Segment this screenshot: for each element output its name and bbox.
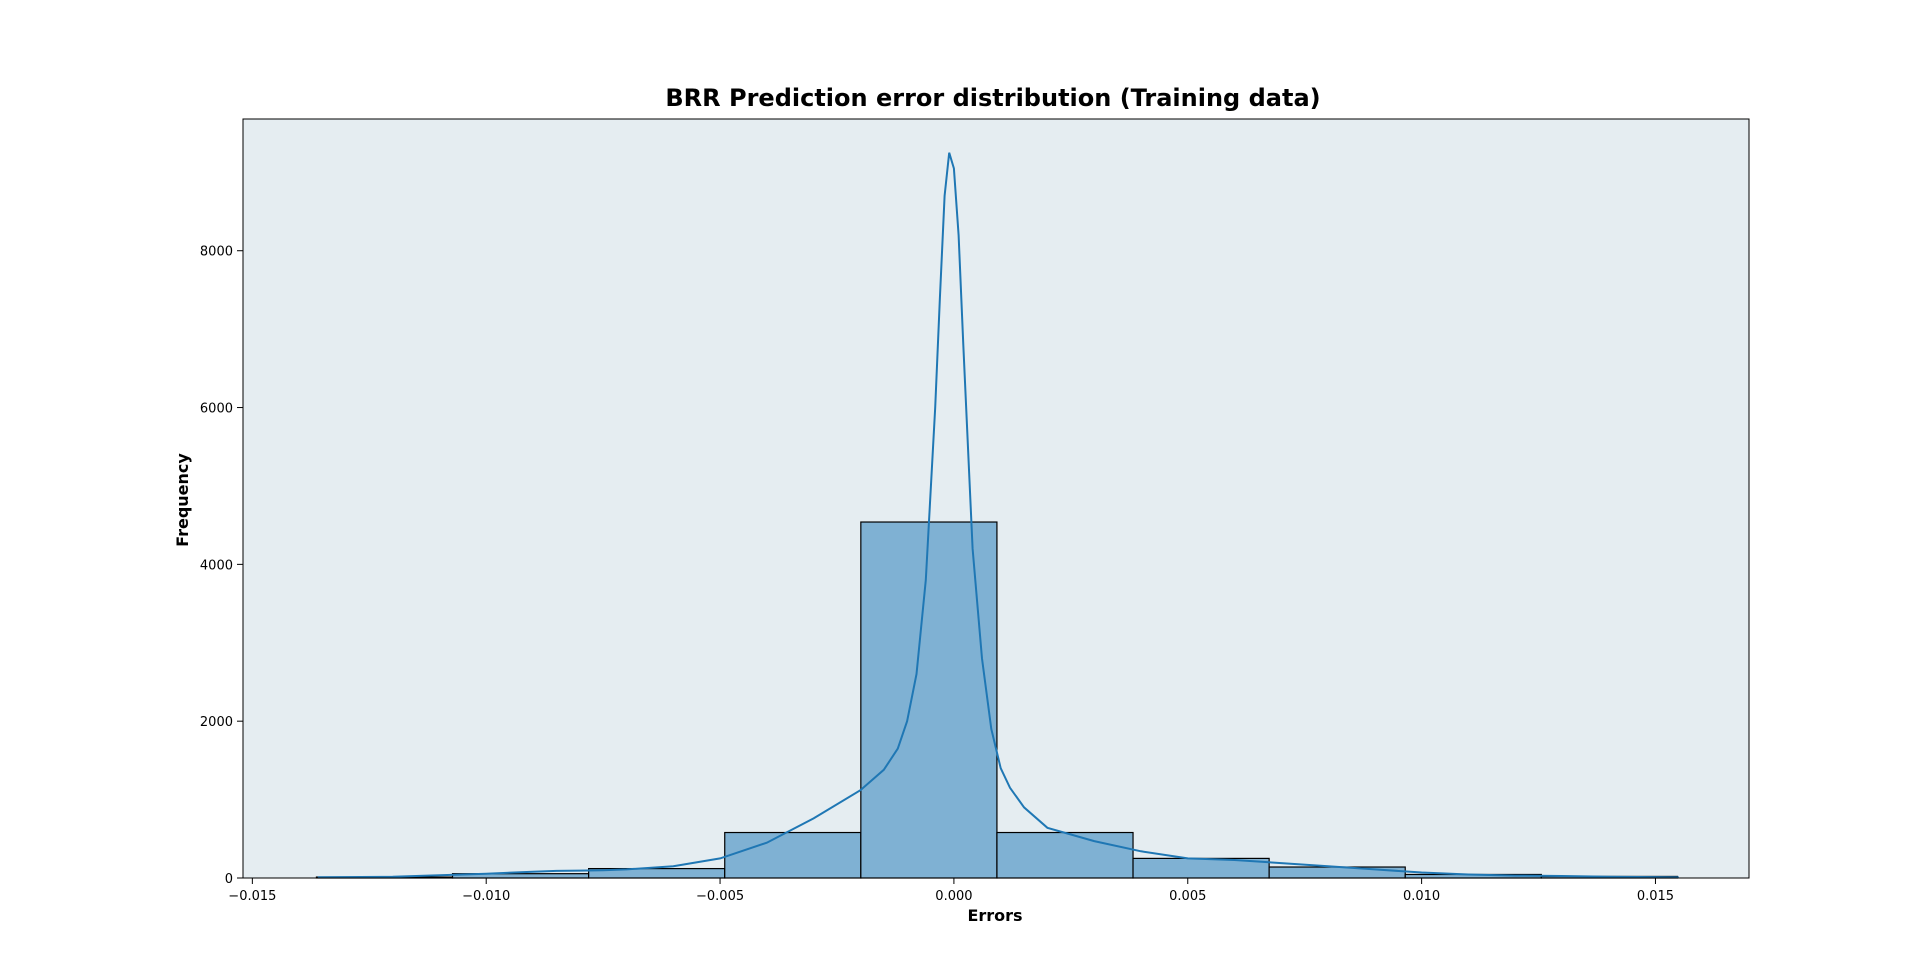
x-tick-label: −0.015 (228, 889, 276, 904)
x-axis-ticks: −0.015 −0.010 −0.005 0.000 0.005 0.010 0.015 (228, 878, 1674, 904)
x-tick-label: 0.010 (1403, 889, 1440, 904)
y-tick-label: 2000 (200, 715, 233, 730)
x-tick-label: 0.005 (1169, 889, 1206, 904)
kde-curve (317, 152, 1679, 879)
x-axis-label: Errors (967, 906, 1022, 925)
x-tick-label: −0.005 (696, 889, 744, 904)
histogram-bar (1268, 866, 1406, 879)
x-tick-label: 0.015 (1637, 889, 1674, 904)
y-tick-label: 0 (225, 872, 233, 887)
x-tick-label: 0.000 (935, 889, 972, 904)
chart-title: BRR Prediction error distribution (Train… (665, 84, 1321, 112)
y-tick-label: 8000 (200, 245, 233, 260)
plot-frame (242, 118, 1750, 879)
histogram-bar (860, 521, 998, 879)
histogram-bar (724, 831, 862, 879)
x-tick-label: −0.010 (462, 889, 510, 904)
y-tick-label: 4000 (200, 558, 233, 573)
histogram-bar (996, 831, 1134, 879)
y-tick-label: 6000 (200, 402, 233, 417)
y-axis-label: Frequency (173, 453, 192, 547)
histogram-bars (315, 521, 1679, 879)
y-axis-ticks: 0 2000 4000 6000 8000 (200, 245, 243, 887)
